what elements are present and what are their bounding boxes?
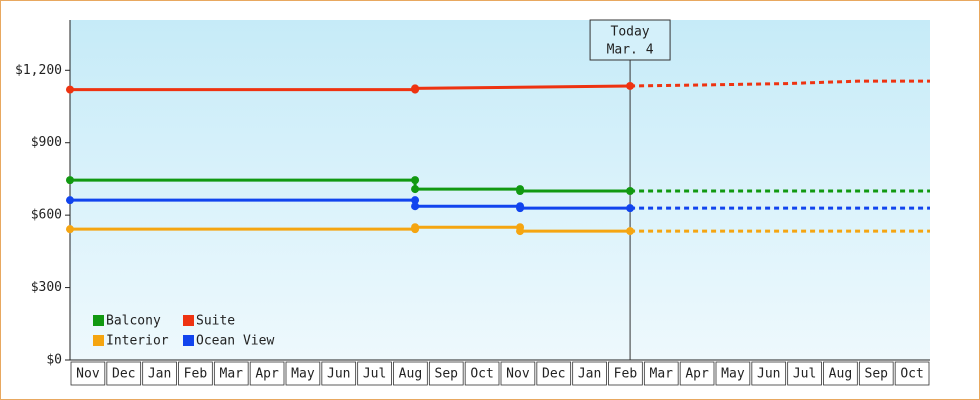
x-tick-label: May bbox=[721, 367, 745, 382]
x-tick-label: Nov bbox=[506, 367, 530, 382]
x-cell bbox=[249, 361, 285, 386]
point bbox=[411, 223, 420, 232]
x-tick-label: Jan bbox=[578, 367, 601, 382]
legend-label: Ocean View bbox=[196, 334, 274, 349]
x-cell bbox=[213, 361, 249, 386]
x-cell bbox=[70, 361, 106, 386]
x-tick-label: Apr bbox=[255, 367, 279, 382]
point bbox=[626, 81, 635, 90]
point bbox=[626, 227, 635, 236]
legend-swatch bbox=[93, 315, 104, 326]
x-tick-label: Feb bbox=[184, 367, 208, 382]
forecast-line bbox=[630, 79, 930, 88]
x-cell bbox=[715, 361, 751, 386]
legend-swatch bbox=[93, 335, 104, 346]
x-tick-label: Dec bbox=[112, 367, 135, 382]
x-tick-label: Aug bbox=[399, 367, 422, 382]
x-cell bbox=[393, 361, 428, 386]
x-cell bbox=[285, 361, 321, 386]
point bbox=[411, 196, 420, 205]
legend-swatch bbox=[183, 335, 194, 346]
x-cell bbox=[858, 361, 894, 386]
x-cell bbox=[751, 361, 787, 386]
point bbox=[411, 176, 420, 185]
point bbox=[66, 176, 74, 185]
x-cell bbox=[572, 361, 607, 386]
today-date: Mar. 4 bbox=[607, 43, 654, 58]
point bbox=[66, 85, 74, 94]
legend-label: Balcony bbox=[106, 314, 161, 329]
y-tick-label: $300 bbox=[31, 280, 62, 295]
legend-label: Suite bbox=[196, 314, 235, 329]
x-tick-label: Jul bbox=[793, 367, 816, 382]
y-tick-label: $1,200 bbox=[15, 63, 62, 78]
x-cell bbox=[643, 361, 679, 386]
x-tick-label: Aug bbox=[829, 367, 852, 382]
point bbox=[516, 227, 525, 236]
point bbox=[626, 204, 635, 213]
point bbox=[411, 84, 420, 93]
x-cell bbox=[608, 361, 643, 386]
series-line bbox=[70, 178, 631, 193]
x-cell bbox=[536, 361, 572, 386]
x-cell bbox=[787, 361, 822, 386]
y-tick-label: $900 bbox=[31, 135, 62, 150]
x-tick-label: Dec bbox=[542, 367, 565, 382]
x-cell bbox=[464, 361, 500, 386]
point bbox=[411, 185, 420, 194]
x-tick-label: Oct bbox=[900, 367, 923, 382]
x-tick-label: Feb bbox=[614, 367, 638, 382]
x-tick-label: Jan bbox=[148, 367, 171, 382]
x-tick-label: Jun bbox=[757, 367, 780, 382]
point bbox=[411, 202, 420, 211]
point bbox=[626, 187, 635, 195]
x-cell bbox=[106, 361, 142, 386]
x-tick-label: Oct bbox=[470, 367, 493, 382]
x-cell bbox=[178, 361, 213, 386]
x-tick-label: Nov bbox=[76, 367, 100, 382]
legend-swatch bbox=[183, 315, 194, 326]
x-cell bbox=[357, 361, 392, 386]
x-tick-label: Sep bbox=[435, 367, 459, 382]
today-label: Today bbox=[611, 25, 650, 40]
x-tick-label: Jun bbox=[327, 367, 350, 382]
x-tick-label: Mar bbox=[650, 367, 674, 382]
x-tick-label: Jul bbox=[363, 367, 386, 382]
legend-label: Interior bbox=[106, 334, 169, 349]
x-cell bbox=[321, 361, 357, 386]
point bbox=[66, 225, 74, 234]
x-tick-label: Apr bbox=[685, 367, 709, 382]
series-line bbox=[70, 198, 631, 210]
point bbox=[516, 204, 525, 213]
x-tick-label: Sep bbox=[865, 367, 889, 382]
y-tick-label: $0 bbox=[46, 353, 62, 368]
point bbox=[66, 196, 74, 205]
x-cell bbox=[500, 361, 536, 386]
point bbox=[516, 187, 525, 195]
x-tick-label: May bbox=[291, 367, 315, 382]
x-tick-label: Mar bbox=[220, 367, 244, 382]
x-cell bbox=[428, 361, 464, 386]
x-cell bbox=[142, 361, 177, 386]
x-cell bbox=[894, 361, 930, 386]
x-cell bbox=[823, 361, 858, 386]
series-line bbox=[70, 225, 631, 233]
y-tick-label: $600 bbox=[31, 208, 62, 223]
today-box bbox=[589, 19, 671, 61]
x-cell bbox=[679, 361, 715, 386]
